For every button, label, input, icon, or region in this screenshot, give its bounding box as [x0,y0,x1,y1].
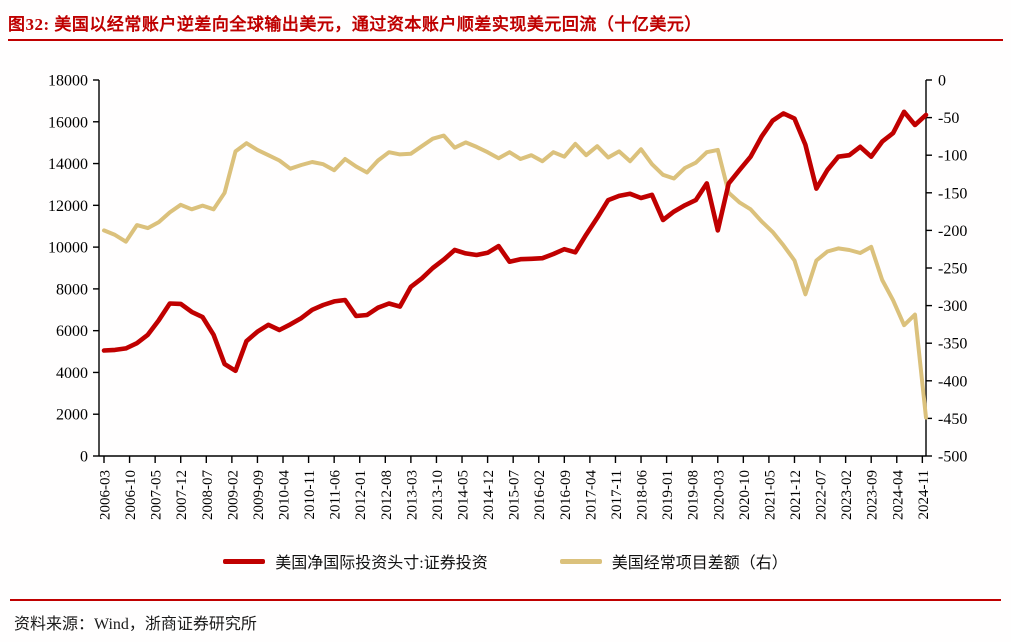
y-axis-left-label: 2000 [56,407,88,424]
legend-label-tan: 美国经常项目差额（右） [611,555,788,572]
x-axis: 2006-03 2006-10 2007-05 2007-12 2008-07 2009-… [98,455,932,520]
x-axis-label: 2010-11 [302,470,318,519]
x-axis-label: 2021-05 [762,470,778,520]
x-axis-label: 2023-02 [839,470,855,520]
x-axis-label: 2021-12 [788,470,804,520]
series-line-tan [102,133,928,420]
x-axis-label: 2006-10 [123,470,139,520]
x-axis-label: 2012-01 [353,470,369,520]
page-title: 图32: 美国以经常账户逆差向全球输出美元，通过资本账户顺差实现美元回流（十亿美… [8,15,702,34]
x-axis-label: 2018-06 [635,470,651,520]
x-axis-label: 2014-12 [481,470,497,520]
x-axis-label: 2006-03 [98,470,114,520]
chart-legend: 美国净国际投资头寸:证券投资 美国经常项目差额（右） [0,549,1011,573]
legend-item-red: 美国净国际投资头寸:证券投资 [223,549,488,573]
x-axis-label: 2013-03 [404,470,420,520]
y-axis-right-label: 0 [938,73,946,90]
x-axis-label: 2017-04 [583,470,599,520]
y-axis-left-label: 0 [80,449,88,466]
y-axis-right-label: -50 [938,110,959,127]
x-axis-label: 2013-10 [430,470,446,520]
x-axis-label: 2008-07 [200,470,216,520]
x-axis-label: 2007-12 [174,470,190,520]
x-axis-label: 2020-03 [711,470,727,520]
tan-line-swatch [559,558,602,564]
x-axis-label: 2022-07 [814,470,830,520]
source-rule [10,599,1001,601]
x-axis-label: 2016-09 [558,470,574,520]
source-note: 资料来源：Wind，浙商证券研究所 [14,616,257,633]
x-axis-label: 2023-09 [865,470,881,520]
series-line-red [101,109,929,374]
x-axis-label: 2020-10 [737,470,753,520]
y-axis-right-label: -400 [938,373,967,390]
x-axis-label: 2009-09 [251,470,267,520]
x-axis-label: 2019-01 [660,470,676,520]
y-axis-left-label: 4000 [56,365,88,382]
x-axis-label: 2019-08 [686,470,702,520]
y-axis-right-label: -250 [938,261,967,278]
y-axis-left: 0 2000 4000 6000 8000 10000 12000 14000 16000 180… [48,73,100,466]
y-axis-right-label: -500 [938,449,967,466]
x-axis-label: 2024-04 [890,470,906,520]
y-axis-left-label: 8000 [56,281,88,298]
y-axis-right: 0 -50 -100 -150 -200 -250 -300 -350 -400 -450 -500 [925,73,967,466]
x-axis-label: 2014-05 [456,470,472,520]
legend-label-red: 美国净国际投资头寸:证券投资 [275,555,488,572]
y-axis-right-label: -150 [938,185,967,202]
x-axis-label: 2007-05 [149,470,165,520]
y-axis-left-label: 6000 [56,323,88,340]
x-axis-label: 2015-07 [507,470,523,520]
y-axis-left-label: 18000 [48,73,88,90]
y-axis-right-label: -350 [938,336,967,353]
y-axis-right-label: -300 [938,298,967,315]
legend-item-tan: 美国经常项目差额（右） [559,549,788,573]
y-axis-left-label: 16000 [48,114,88,131]
y-axis-right-label: -200 [938,223,967,240]
y-axis-right-label: -100 [938,148,967,165]
y-axis-left-label: 14000 [48,156,88,173]
x-axis-label: 2010-04 [277,470,293,520]
x-axis-label: 2016-02 [532,470,548,520]
x-axis-label: 2012-08 [379,470,395,520]
y-axis-left-label: 12000 [48,198,88,215]
red-line-swatch [223,558,266,564]
title-rule [8,39,1003,41]
x-axis-label: 2017-11 [609,470,625,519]
y-axis-right-label: -450 [938,411,967,428]
x-axis-label: 2009-02 [225,470,241,520]
x-axis-label: 2011-06 [328,470,344,520]
y-axis-left-label: 10000 [48,240,88,257]
x-axis-label: 2024-11 [916,470,932,519]
